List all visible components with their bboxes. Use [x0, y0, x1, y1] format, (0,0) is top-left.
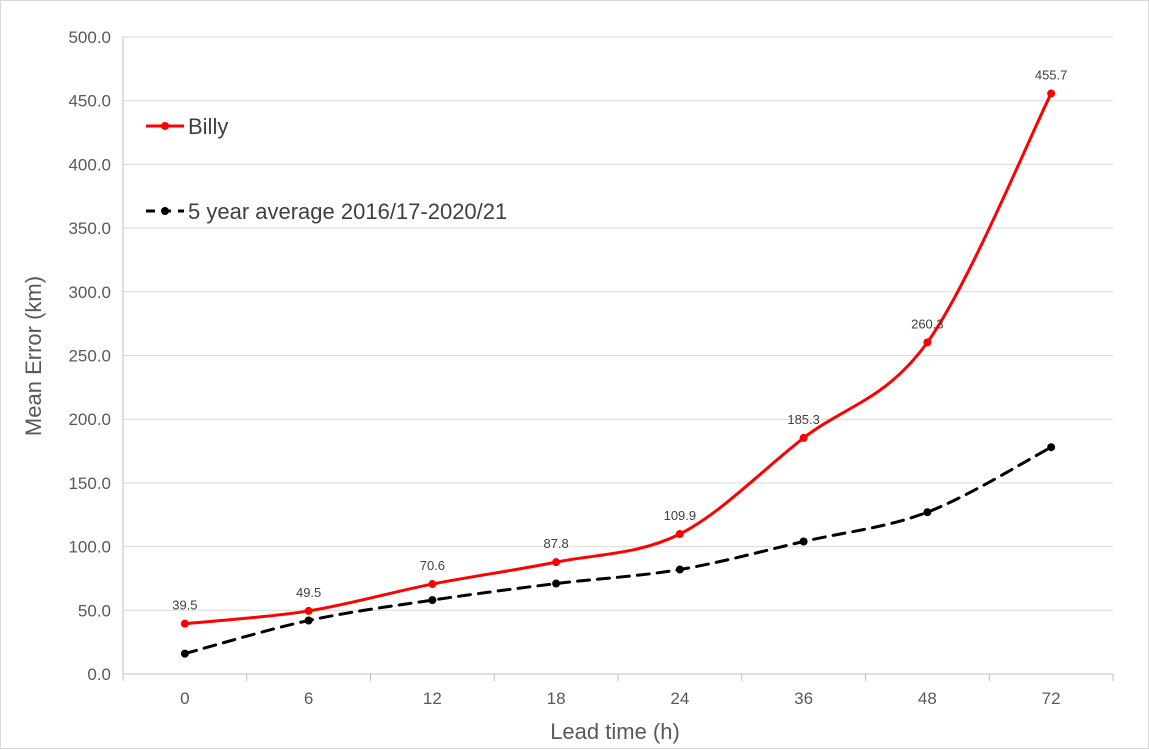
- data-label: 70.6: [420, 558, 445, 573]
- data-point: [180, 649, 189, 658]
- data-point: [180, 619, 189, 628]
- data-label: 260.3: [911, 316, 944, 331]
- series-line-5-year-average: [183, 445, 1053, 656]
- data-point: [304, 606, 313, 615]
- data-point: [923, 508, 932, 517]
- data-point: [428, 580, 437, 589]
- data-point: [1047, 443, 1056, 452]
- x-tick-label: 18: [547, 689, 566, 708]
- x-tick-label: 6: [304, 689, 313, 708]
- legend: Billy 5 year average 2016/17-2020/21: [146, 114, 507, 224]
- data-point: [1047, 89, 1056, 98]
- legend-label: Billy: [188, 114, 228, 139]
- gridlines: [123, 36, 1113, 611]
- y-tick-label: 50.0: [78, 601, 111, 620]
- data-point: [675, 565, 684, 574]
- data-label: 109.9: [664, 508, 697, 523]
- data-point: [799, 433, 808, 442]
- y-axis-title: Mean Error (km): [21, 276, 46, 436]
- axes: 0.0 50.0 100.0 150.0 200.0 250.0 300.0 350.0 400…: [68, 28, 1114, 708]
- legend-swatch-marker: [161, 122, 169, 130]
- y-tick-label: 300.0: [68, 283, 111, 302]
- data-label: 87.8: [543, 536, 568, 551]
- x-axis-title: Lead time (h): [550, 719, 680, 744]
- data-point: [675, 529, 684, 538]
- data-point: [552, 558, 561, 567]
- y-tick-label: 400.0: [68, 155, 111, 174]
- y-tick-label: 350.0: [68, 219, 111, 238]
- y-tick-label: 200.0: [68, 410, 111, 429]
- y-tick-label: 150.0: [68, 474, 111, 493]
- series-line-billy: [183, 91, 1053, 626]
- y-tick-label: 0.0: [87, 665, 111, 684]
- x-tick-label: 48: [918, 689, 937, 708]
- data-point: [552, 579, 561, 588]
- legend-label: 5 year average 2016/17-2020/21: [188, 199, 507, 224]
- legend-swatch-marker: [161, 207, 169, 215]
- y-tick-label: 250.0: [68, 347, 111, 366]
- data-point: [304, 616, 313, 625]
- data-labels: 39.5 49.5 70.6 87.8 109.9 185.3 260.3 455.7: [172, 67, 1067, 612]
- data-label: 185.3: [787, 412, 820, 427]
- data-point: [799, 537, 808, 546]
- x-tick-label: 12: [423, 689, 442, 708]
- data-label: 49.5: [296, 585, 321, 600]
- x-tick-label: 0: [180, 689, 189, 708]
- x-tick-label: 36: [794, 689, 813, 708]
- y-tick-label: 500.0: [68, 28, 111, 47]
- x-tick-label: 24: [670, 689, 689, 708]
- x-tick-label: 72: [1042, 689, 1061, 708]
- data-point: [428, 596, 437, 605]
- data-point: [923, 338, 932, 347]
- data-label: 455.7: [1035, 67, 1068, 82]
- series-lines: [180, 89, 1056, 658]
- y-tick-label: 450.0: [68, 92, 111, 111]
- data-label: 39.5: [172, 598, 197, 613]
- y-tick-label: 100.0: [68, 538, 111, 557]
